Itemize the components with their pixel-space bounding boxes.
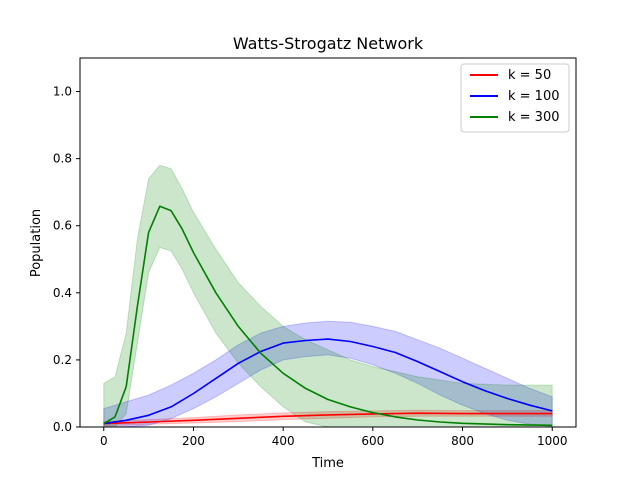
x-axis-label: Time bbox=[311, 456, 344, 471]
y-tick-label: 0.0 bbox=[53, 420, 72, 434]
legend-label: k = 50 bbox=[508, 68, 551, 83]
y-axis-ticks: 0.0 0.2 0.4 0.6 0.8 1.0 bbox=[53, 85, 80, 434]
legend-label: k = 300 bbox=[508, 110, 560, 125]
x-tick-label: 800 bbox=[451, 434, 474, 448]
confidence-bands bbox=[103, 164, 553, 428]
legend-label: k = 100 bbox=[508, 89, 560, 104]
y-tick-label: 0.6 bbox=[53, 219, 72, 233]
x-tick-label: 200 bbox=[182, 434, 205, 448]
x-tick-label: 600 bbox=[361, 434, 384, 448]
x-tick-label: 1000 bbox=[537, 434, 568, 448]
series-2-line bbox=[103, 338, 553, 425]
series-2-band bbox=[103, 320, 553, 428]
y-tick-label: 0.4 bbox=[53, 286, 72, 300]
series-1-line bbox=[103, 412, 553, 425]
series-3-line bbox=[103, 205, 553, 427]
y-tick-label: 1.0 bbox=[53, 85, 72, 99]
chart-title: Watts-Strogatz Network bbox=[233, 34, 424, 53]
y-tick-label: 0.8 bbox=[53, 152, 72, 166]
x-tick-label: 400 bbox=[272, 434, 295, 448]
y-axis-label: Population bbox=[29, 209, 44, 277]
legend-box bbox=[460, 63, 570, 133]
legend: k = 50 k = 100 k = 300 bbox=[460, 63, 570, 133]
series-lines bbox=[103, 205, 553, 427]
plot-area-frame bbox=[79, 57, 577, 428]
x-axis-ticks: 0 200 400 600 800 1000 bbox=[100, 427, 568, 448]
y-tick-label: 0.2 bbox=[53, 353, 72, 367]
x-tick-label: 0 bbox=[100, 434, 108, 448]
